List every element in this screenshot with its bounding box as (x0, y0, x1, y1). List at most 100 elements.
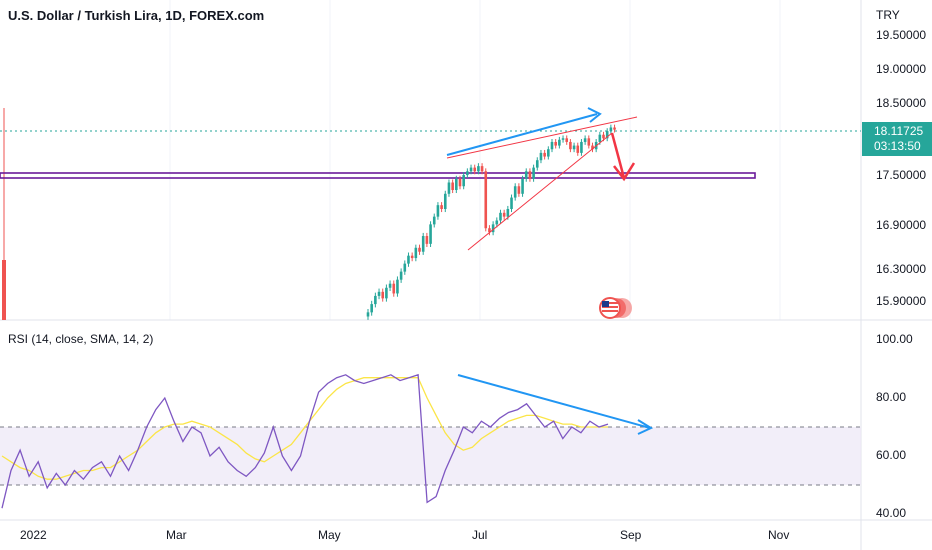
candle-body (366, 312, 370, 317)
rsi-indicator-label[interactable]: RSI (14, close, SMA, 14, 2) (8, 332, 154, 346)
candle-body (447, 182, 451, 194)
x-tick: 2022 (20, 528, 47, 542)
candle-body (403, 263, 407, 272)
price-grid (169, 0, 781, 320)
candle-body (602, 134, 605, 139)
candle-body (576, 145, 580, 153)
last-price-tag: 18.11725 03:13:50 (862, 122, 932, 156)
x-tick: May (318, 528, 341, 542)
candle-body (374, 295, 377, 305)
candle-body (488, 228, 491, 233)
last-price-value: 18.11725 (874, 124, 924, 138)
y-tick: 17.50000 (876, 168, 927, 182)
candle-body (414, 247, 418, 259)
candle-body (554, 141, 557, 146)
rsi-y-tick: 60.00 (876, 448, 907, 462)
red-arrow-head (613, 162, 636, 182)
candle-body (381, 291, 385, 299)
candle-body (583, 138, 587, 142)
candle-body (396, 279, 399, 294)
candle-body (609, 127, 613, 132)
x-tick: Jul (472, 528, 488, 542)
candle-body (370, 304, 373, 313)
candles-group (366, 124, 616, 320)
y-tick: 15.90000 (876, 294, 927, 308)
candle-body (421, 236, 425, 252)
candle-body (547, 149, 550, 157)
candle-body (521, 178, 524, 194)
candle-body (495, 220, 499, 225)
candle-body (462, 175, 465, 187)
candle-body (480, 166, 484, 172)
candle-body (466, 171, 469, 176)
red-drop-arrow (610, 132, 626, 179)
candle-body (399, 271, 403, 280)
blue-trend-line (446, 113, 598, 156)
candle-body (528, 171, 532, 179)
candle-body (591, 145, 594, 150)
candle-body (455, 178, 458, 191)
rsi-y-tick: 40.00 (876, 506, 907, 520)
candle-body (543, 152, 546, 157)
y-tick: 19.00000 (876, 62, 927, 76)
candle-body (429, 224, 432, 244)
candle-body (469, 167, 473, 172)
candle-body (539, 152, 543, 161)
candle-body (436, 205, 440, 217)
candle-body (524, 171, 528, 179)
candle-body (425, 236, 429, 244)
y-tick: 19.50000 (876, 28, 927, 42)
x-tick: Mar (166, 528, 187, 542)
candle-body (513, 186, 517, 198)
candle-body (484, 171, 488, 229)
y-tick: 16.90000 (876, 218, 927, 232)
candle-body (491, 224, 495, 233)
blue-arrow-head (587, 107, 602, 123)
rsi-y-tick: 80.00 (876, 390, 907, 404)
candle-body (443, 193, 447, 209)
candle-body (613, 127, 616, 130)
candle-body (477, 166, 480, 172)
candle-body (561, 138, 565, 140)
support-level-box (0, 172, 756, 179)
candle-body (432, 216, 436, 225)
candle-body (565, 138, 569, 142)
candle-body (392, 283, 396, 294)
candle-body (510, 197, 513, 209)
candle-body (506, 208, 510, 217)
rsi-y-tick: 100.00 (876, 332, 913, 346)
trend-annotations (446, 107, 638, 251)
candle-body (517, 186, 521, 194)
candle-body (558, 139, 561, 146)
candle-body (499, 212, 502, 221)
x-tick: Nov (768, 528, 790, 542)
candle-body (535, 160, 539, 168)
candle-body (458, 178, 462, 187)
candle-body (580, 141, 583, 153)
candle-body (385, 287, 388, 299)
candle-body (440, 205, 443, 209)
y-tick: 16.30000 (876, 262, 927, 276)
candle-body (569, 141, 572, 150)
candle-body (502, 212, 506, 217)
candle-body (572, 145, 576, 150)
x-tick: Sep (620, 528, 642, 542)
candle-countdown: 03:13:50 (874, 139, 921, 153)
rsi-ma-line (1, 377, 608, 480)
us-flag-icon[interactable] (599, 297, 632, 319)
candle-body (377, 291, 381, 296)
candle-body (532, 167, 535, 179)
candle-body (418, 247, 421, 252)
chart-title: U.S. Dollar / Turkish Lira, 1D, FOREX.co… (8, 8, 265, 23)
left-edge-body (2, 260, 6, 320)
candle-body (473, 167, 477, 172)
candle-body (605, 131, 609, 139)
y-tick: 18.50000 (876, 96, 927, 110)
rsi-line (1, 373, 609, 509)
candle-body (407, 255, 410, 264)
currency-label: TRY (876, 8, 900, 22)
candle-body (587, 138, 591, 146)
red-wedge-lower (467, 132, 613, 251)
rsi-divergence-line (457, 374, 651, 429)
